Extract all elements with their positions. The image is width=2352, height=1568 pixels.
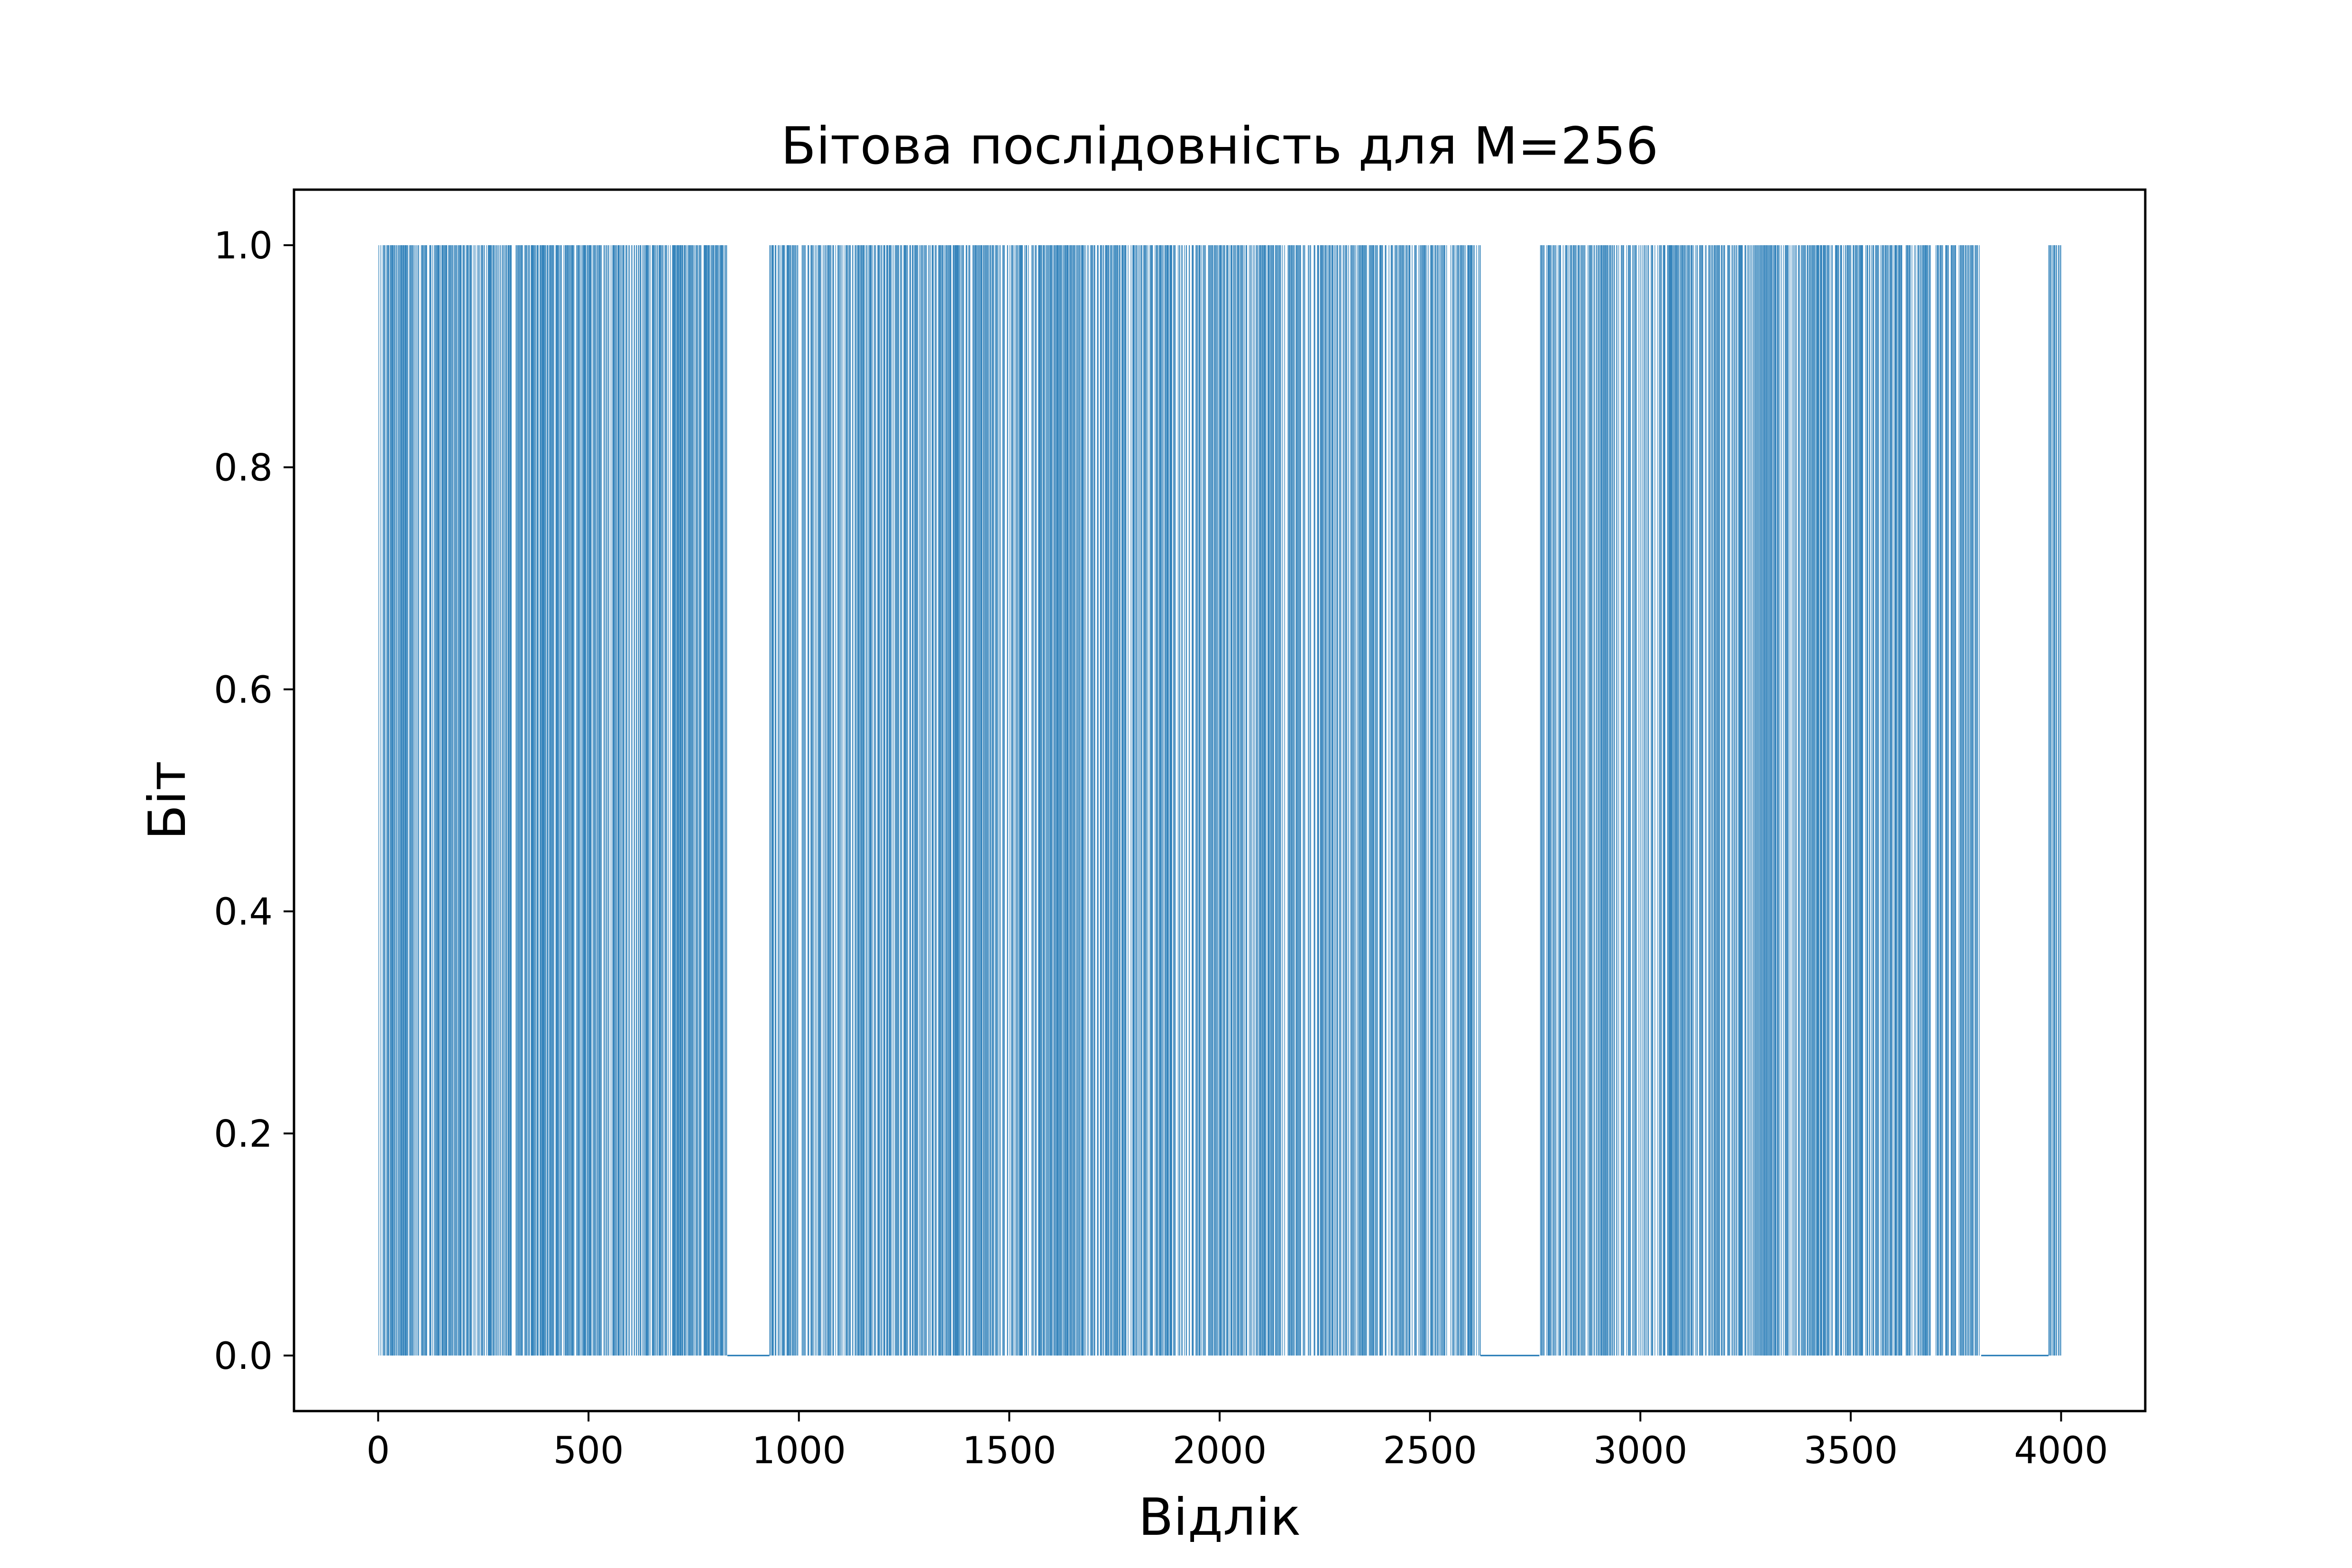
x-tick-label: 1500	[962, 1430, 1057, 1472]
x-axis-ticks: 0 500 1000 1500 2000 2500 3000 3500 4000	[367, 1411, 2108, 1472]
bit-bars	[378, 245, 2061, 1357]
chart-title: Бітова послідовність для M=256	[781, 117, 1658, 176]
x-tick-label: 3000	[1593, 1430, 1688, 1472]
x-tick-label: 500	[553, 1430, 624, 1472]
y-tick-label: 0.8	[214, 447, 273, 489]
x-tick-label: 1000	[752, 1430, 846, 1472]
x-axis-label: Відлік	[1138, 1488, 1301, 1547]
y-tick-label: 0.6	[214, 669, 273, 712]
y-tick-label: 0.4	[214, 891, 273, 934]
x-tick-label: 0	[367, 1430, 390, 1472]
y-tick-label: 1.0	[214, 225, 273, 267]
y-axis-label: Біт	[138, 761, 197, 840]
x-tick-label: 3500	[1804, 1430, 1898, 1472]
x-tick-label: 2000	[1173, 1430, 1267, 1472]
y-tick-label: 0.0	[214, 1335, 273, 1378]
x-tick-label: 2500	[1383, 1430, 1477, 1472]
y-tick-label: 0.2	[214, 1113, 273, 1156]
x-tick-label: 4000	[2014, 1430, 2108, 1472]
y-axis-ticks: 0.0 0.2 0.4 0.6 0.8 1.0	[214, 225, 294, 1378]
